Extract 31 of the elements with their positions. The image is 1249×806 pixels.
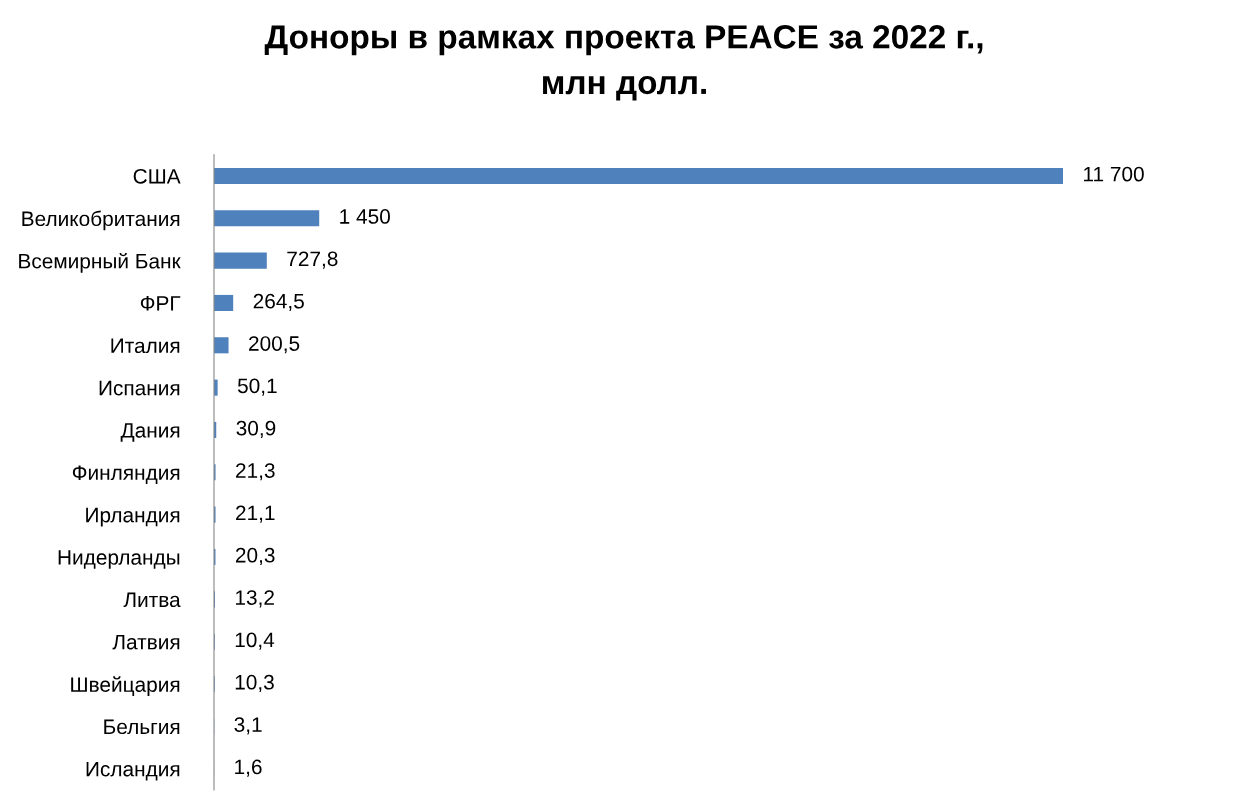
y-tick-label: Исландия bbox=[86, 761, 180, 781]
y-tick-label: Литва bbox=[123, 592, 181, 608]
y-tick-label: Италия bbox=[111, 338, 180, 354]
y-tick-label: Латвия bbox=[112, 634, 180, 650]
y-tick-label: Финляндия bbox=[72, 465, 180, 485]
y-tick-label: США bbox=[133, 168, 181, 184]
chart-title: Доноры в рамках проекта PEACE за 2022 г., млн долл. bbox=[264, 25, 983, 101]
y-tick-label: Бельгия bbox=[104, 719, 180, 735]
data-label: 3,1 bbox=[234, 717, 262, 735]
data-label: 1,6 bbox=[235, 759, 262, 777]
y-tick-label: Швейцария bbox=[71, 676, 180, 697]
data-label: 50,1 bbox=[237, 378, 277, 396]
data-label: 200,5 bbox=[249, 336, 300, 354]
y-tick-label: Великобритания bbox=[22, 210, 180, 231]
data-label: 20,3 bbox=[235, 547, 275, 566]
data-label: 21,3 bbox=[236, 463, 275, 481]
y-tick-label: Испания bbox=[99, 380, 180, 396]
y-tick-label: Ирландия bbox=[86, 507, 180, 527]
data-label: 30,9 bbox=[236, 420, 276, 439]
data-label: 21,1 bbox=[236, 505, 275, 523]
y-tick-label: Всемирный Банк bbox=[19, 252, 181, 273]
y-tick-label: Дания bbox=[120, 423, 180, 442]
data-label: 10,4 bbox=[235, 632, 275, 650]
data-label: 727,8 bbox=[287, 251, 338, 269]
data-label: 264,5 bbox=[253, 293, 304, 311]
y-tick-label: Нидерланды bbox=[58, 550, 180, 569]
data-label: 1 450 bbox=[340, 209, 390, 224]
data-label: 10,3 bbox=[235, 674, 274, 693]
y-tick-label: ФРГ bbox=[140, 296, 181, 311]
data-label: 13,2 bbox=[235, 590, 274, 608]
data-label: 11 700 bbox=[1084, 166, 1144, 182]
